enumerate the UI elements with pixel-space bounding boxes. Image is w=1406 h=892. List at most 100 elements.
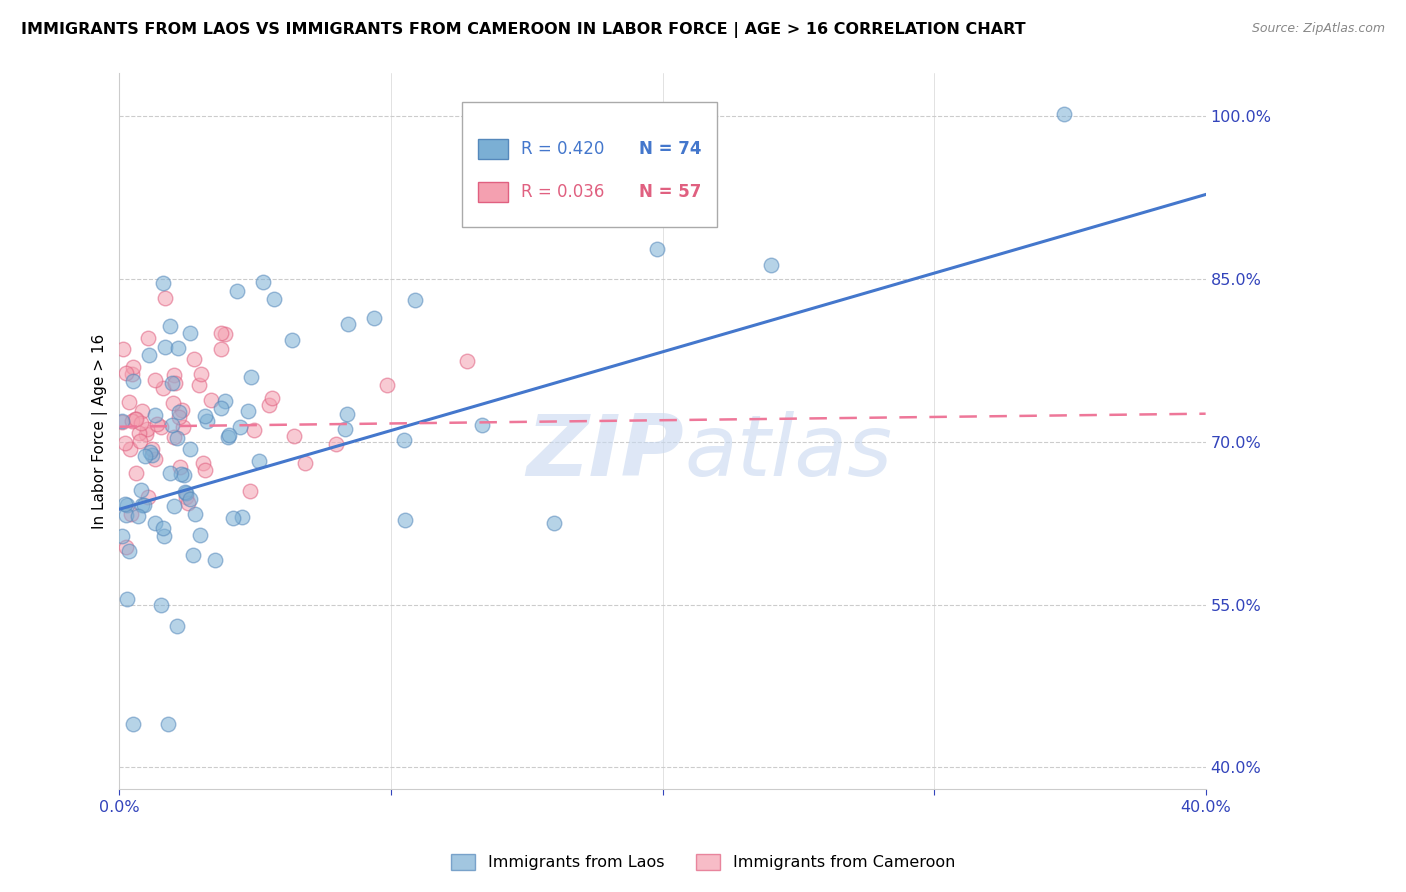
Point	[115, 508, 138, 522]
Point	[150, 419, 173, 434]
Point	[174, 486, 197, 500]
Point	[221, 510, 243, 524]
Point	[174, 490, 197, 504]
Point	[471, 418, 494, 433]
Point	[129, 483, 152, 498]
Point	[122, 374, 145, 388]
Point	[188, 378, 211, 392]
Point	[115, 541, 138, 555]
Point	[162, 396, 184, 410]
Text: atlas: atlas	[685, 411, 893, 494]
Point	[166, 431, 188, 445]
Point	[179, 491, 201, 506]
Point	[456, 353, 478, 368]
Point	[118, 394, 141, 409]
Text: IMMIGRANTS FROM LAOS VS IMMIGRANTS FROM CAMEROON IN LABOR FORCE | AGE > 16 CORRE: IMMIGRANTS FROM LAOS VS IMMIGRANTS FROM …	[21, 22, 1026, 38]
Point	[204, 553, 226, 567]
Point	[114, 497, 136, 511]
Y-axis label: In Labor Force | Age > 16: In Labor Force | Age > 16	[93, 334, 108, 529]
Point	[225, 284, 247, 298]
Point	[211, 342, 233, 356]
Point	[152, 529, 174, 543]
Text: Source: ZipAtlas.com: Source: ZipAtlas.com	[1251, 22, 1385, 36]
Point	[157, 717, 180, 731]
Point	[394, 433, 416, 447]
Point	[145, 417, 167, 431]
Point	[143, 373, 166, 387]
FancyBboxPatch shape	[478, 182, 509, 202]
Point	[262, 392, 284, 406]
Point	[152, 276, 174, 290]
Point	[231, 510, 253, 524]
Point	[127, 508, 149, 523]
Point	[759, 258, 782, 272]
Point	[120, 508, 142, 522]
Point	[200, 393, 222, 408]
Point	[195, 414, 218, 428]
Point	[138, 349, 160, 363]
Point	[136, 490, 159, 504]
Point	[336, 407, 359, 421]
Point	[136, 331, 159, 345]
Point	[122, 717, 145, 731]
Point	[121, 367, 143, 381]
Point	[214, 326, 236, 341]
Point	[169, 405, 191, 419]
Point	[153, 340, 176, 354]
Point	[475, 169, 498, 183]
Point	[183, 352, 205, 367]
Point	[190, 367, 212, 381]
Point	[124, 412, 146, 426]
Point	[281, 333, 304, 347]
Point	[294, 456, 316, 470]
Point	[125, 466, 148, 480]
Point	[170, 467, 193, 482]
Text: R = 0.420: R = 0.420	[522, 140, 605, 158]
Point	[240, 370, 263, 384]
Point	[139, 445, 162, 459]
Point	[209, 401, 232, 415]
Point	[252, 275, 274, 289]
Point	[128, 434, 150, 449]
Point	[172, 419, 194, 434]
Point	[159, 319, 181, 334]
Point	[259, 398, 281, 412]
Point	[152, 521, 174, 535]
Point	[194, 409, 217, 423]
FancyBboxPatch shape	[461, 102, 717, 227]
Point	[118, 442, 141, 457]
Point	[167, 410, 190, 425]
Point	[135, 426, 157, 441]
Point	[218, 428, 240, 442]
Point	[263, 293, 285, 307]
Point	[141, 442, 163, 456]
Point	[1053, 107, 1076, 121]
Point	[333, 422, 356, 436]
Point	[188, 528, 211, 542]
Point	[394, 513, 416, 527]
Point	[179, 326, 201, 340]
Point	[125, 412, 148, 426]
Text: N = 74: N = 74	[638, 140, 702, 158]
Text: N = 57: N = 57	[638, 183, 702, 201]
Point	[217, 430, 239, 444]
Point	[163, 376, 186, 390]
Point	[115, 366, 138, 380]
Point	[115, 591, 138, 606]
FancyBboxPatch shape	[478, 139, 509, 160]
Point	[143, 452, 166, 467]
Point	[143, 516, 166, 531]
Point	[159, 466, 181, 480]
Point	[131, 416, 153, 430]
Point	[209, 326, 232, 341]
Point	[162, 368, 184, 382]
Point	[363, 311, 385, 326]
Point	[128, 426, 150, 441]
Point	[121, 414, 143, 428]
Point	[134, 498, 156, 512]
Point	[149, 598, 172, 612]
Point	[117, 544, 139, 558]
Point	[166, 341, 188, 355]
Point	[214, 393, 236, 408]
Point	[112, 342, 135, 356]
